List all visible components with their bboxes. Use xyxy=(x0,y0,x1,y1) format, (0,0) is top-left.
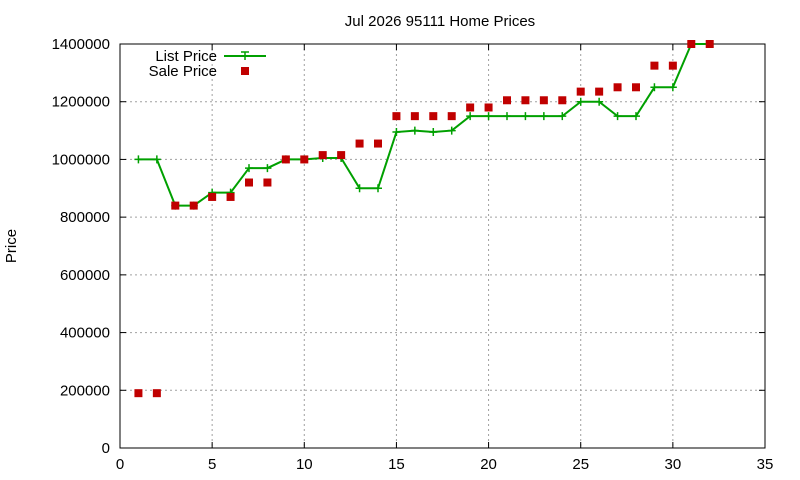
data-point-sale-price xyxy=(539,96,548,105)
y-tick-label: 1000000 xyxy=(52,151,110,168)
legend-marker-sale-price xyxy=(241,67,249,75)
data-point-list-price xyxy=(595,97,604,106)
x-tick-label: 15 xyxy=(388,456,405,473)
data-point-list-price xyxy=(613,112,622,121)
data-point-list-price xyxy=(650,83,659,92)
x-tick-label: 10 xyxy=(296,456,313,473)
data-point-list-price xyxy=(134,155,143,164)
data-point-sale-price xyxy=(281,155,290,164)
y-tick-label: 1400000 xyxy=(52,36,110,53)
data-point-list-price xyxy=(558,112,567,121)
series-layer xyxy=(134,40,714,398)
x-tick-label: 35 xyxy=(757,456,774,473)
data-point-list-price xyxy=(410,126,419,135)
data-point-sale-price xyxy=(245,178,253,187)
data-point-sale-price xyxy=(613,83,622,92)
data-point-list-price xyxy=(466,112,475,121)
data-point-list-price xyxy=(355,184,364,193)
data-point-list-price xyxy=(539,112,548,121)
data-point-sale-price xyxy=(687,40,696,48)
x-tick-label: 30 xyxy=(665,456,682,473)
series-sale-price xyxy=(134,40,714,398)
x-tick-label: 5 xyxy=(208,456,216,473)
y-tick-label: 1200000 xyxy=(52,94,110,111)
legend-marker-list-price xyxy=(241,51,249,60)
data-point-sale-price xyxy=(337,151,346,160)
data-point-list-price xyxy=(429,128,438,137)
legend-label-sale-price: Sale Price xyxy=(149,63,217,80)
grid xyxy=(120,44,765,448)
data-point-list-price xyxy=(152,155,161,164)
legend-label-list-price: List Price xyxy=(155,48,217,65)
data-point-sale-price xyxy=(134,389,143,398)
data-point-sale-price xyxy=(595,87,604,96)
data-point-sale-price xyxy=(576,87,585,96)
data-point-sale-price xyxy=(263,178,272,187)
data-point-list-price xyxy=(503,112,511,121)
data-point-sale-price xyxy=(447,112,456,121)
y-tick-label: 800000 xyxy=(60,209,110,226)
y-tick-label: 400000 xyxy=(60,325,110,342)
series-list-price xyxy=(134,40,714,210)
axis-ticks: 0 5 10 15 20 25 30 35 0 200000 400000 600000 800000 1… xyxy=(52,36,774,473)
data-point-list-price xyxy=(245,164,253,173)
data-point-list-price xyxy=(576,97,585,106)
y-tick-label: 200000 xyxy=(60,382,110,399)
data-point-sale-price xyxy=(355,139,364,148)
series-line-list-price xyxy=(138,43,710,207)
data-point-list-price xyxy=(484,112,493,121)
data-point-sale-price xyxy=(668,61,677,70)
chart-title: Jul 2026 95111 Home Prices xyxy=(345,13,535,30)
y-tick-label: 0 xyxy=(102,440,110,457)
plot-frame xyxy=(119,43,766,449)
data-point-sale-price xyxy=(503,96,511,105)
data-point-sale-price xyxy=(484,103,493,112)
data-point-sale-price xyxy=(189,201,198,210)
data-point-sale-price xyxy=(392,112,401,121)
x-tick-label: 0 xyxy=(116,456,124,473)
data-point-sale-price xyxy=(429,112,438,121)
data-point-list-price xyxy=(668,83,677,92)
y-tick-label: 600000 xyxy=(60,267,110,284)
data-point-sale-price xyxy=(558,96,567,105)
data-point-sale-price xyxy=(226,192,235,201)
data-point-sale-price xyxy=(374,139,382,148)
data-point-sale-price xyxy=(705,40,714,48)
y-axis-label: Price xyxy=(3,229,20,263)
data-point-list-price xyxy=(632,112,640,121)
data-point-sale-price xyxy=(152,389,161,398)
data-point-list-price xyxy=(374,184,382,193)
data-point-sale-price xyxy=(466,103,475,112)
data-point-sale-price xyxy=(632,83,640,92)
data-point-sale-price xyxy=(171,201,180,210)
data-point-sale-price xyxy=(300,155,309,164)
legend: List Price Sale Price xyxy=(149,48,266,80)
data-point-sale-price xyxy=(318,151,327,160)
data-point-list-price xyxy=(447,126,456,135)
x-tick-label: 20 xyxy=(480,456,497,473)
x-tick-label: 25 xyxy=(572,456,589,473)
data-point-sale-price xyxy=(208,192,217,201)
data-point-sale-price xyxy=(650,61,659,70)
data-point-list-price xyxy=(263,164,272,173)
data-point-sale-price xyxy=(521,96,530,105)
data-point-list-price xyxy=(521,112,530,121)
data-point-list-price xyxy=(392,128,401,137)
data-point-sale-price xyxy=(410,112,419,121)
